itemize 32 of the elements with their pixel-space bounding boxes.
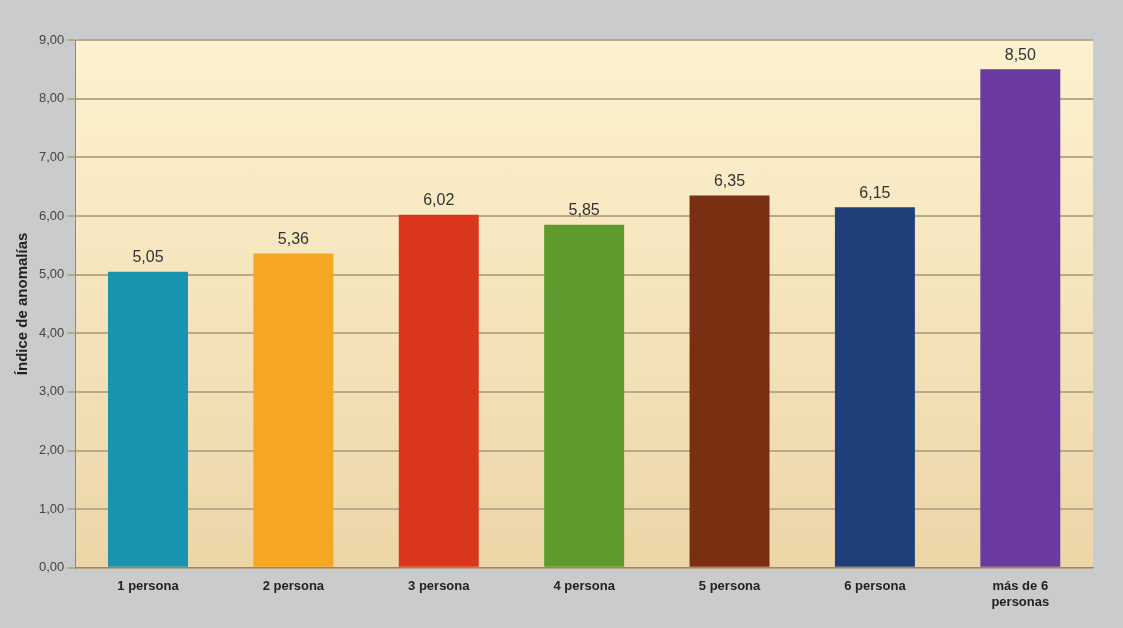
y-tick-label: 2,00 <box>38 442 65 458</box>
y-tick-label: 3,00 <box>38 383 65 399</box>
y-tick-label: 9,00 <box>38 31 65 47</box>
y-tick-label: 6,00 <box>38 207 65 223</box>
x-tick-label: 1 persona <box>117 578 180 594</box>
bar <box>689 195 770 567</box>
y-tick-label: 7,00 <box>38 148 65 164</box>
y-tick-label: 1,00 <box>38 500 65 516</box>
x-tick-label: 4 persona <box>553 578 616 594</box>
data-label: 6,15 <box>859 183 891 201</box>
data-label: 6,02 <box>423 191 455 209</box>
y-tick-label: 5,00 <box>38 266 65 282</box>
x-tick-label: 2 persona <box>262 578 325 594</box>
data-label: 5,36 <box>277 229 310 247</box>
bar <box>544 224 625 567</box>
bar <box>253 253 334 567</box>
y-tick-label: 0,00 <box>38 559 65 575</box>
x-tick-label: 6 persona <box>844 578 907 594</box>
data-label: 8,50 <box>1004 45 1036 63</box>
bar <box>108 271 188 567</box>
data-label: 5,85 <box>568 201 600 219</box>
x-tick-label: 5 persona <box>698 578 762 594</box>
y-tick-label: 4,00 <box>38 324 65 340</box>
data-label: 6,35 <box>713 171 746 189</box>
bar <box>398 214 479 567</box>
data-label: 5,05 <box>132 248 164 266</box>
bar <box>834 207 915 567</box>
bar <box>980 69 1061 567</box>
y-axis-title: Índice de anomalías <box>13 232 31 376</box>
x-tick-label: 3 persona <box>408 578 471 594</box>
x-tick-label: más de 6 personas <box>991 578 1050 609</box>
y-tick-label: 8,00 <box>38 90 65 106</box>
